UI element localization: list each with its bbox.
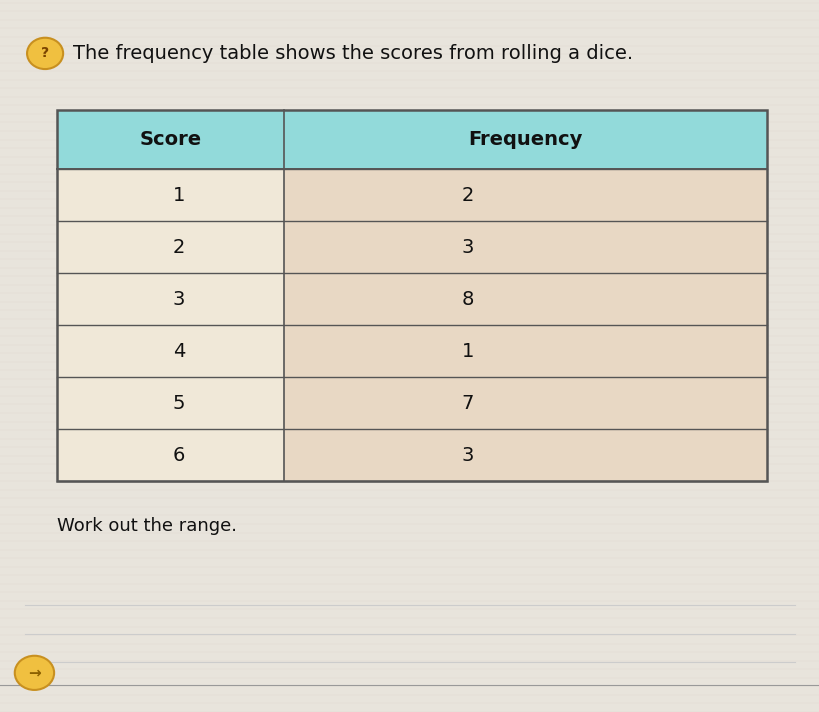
Bar [57, 110, 766, 481]
Text: 6: 6 [173, 446, 185, 465]
Text: 2: 2 [461, 186, 473, 205]
Text: Work out the range.: Work out the range. [57, 517, 238, 535]
Text: Score: Score [140, 130, 201, 150]
Text: The frequency table shows the scores from rolling a dice.: The frequency table shows the scores fro… [73, 44, 632, 63]
Text: 1: 1 [173, 186, 185, 205]
Text: →: → [28, 665, 41, 681]
Text: 1: 1 [461, 342, 473, 361]
Text: 3: 3 [461, 446, 473, 465]
Text: 8: 8 [461, 290, 473, 309]
Text: ?: ? [41, 46, 49, 61]
Circle shape [27, 38, 63, 69]
Text: Frequency: Frequency [468, 130, 582, 150]
Text: 7: 7 [461, 394, 473, 413]
Circle shape [15, 656, 54, 690]
Bar [284, 169, 766, 481]
Text: 2: 2 [173, 238, 185, 257]
Text: 4: 4 [173, 342, 185, 361]
Bar [57, 110, 766, 481]
Bar [57, 110, 766, 169]
Text: 5: 5 [173, 394, 185, 413]
Text: 3: 3 [461, 238, 473, 257]
Text: 3: 3 [173, 290, 185, 309]
